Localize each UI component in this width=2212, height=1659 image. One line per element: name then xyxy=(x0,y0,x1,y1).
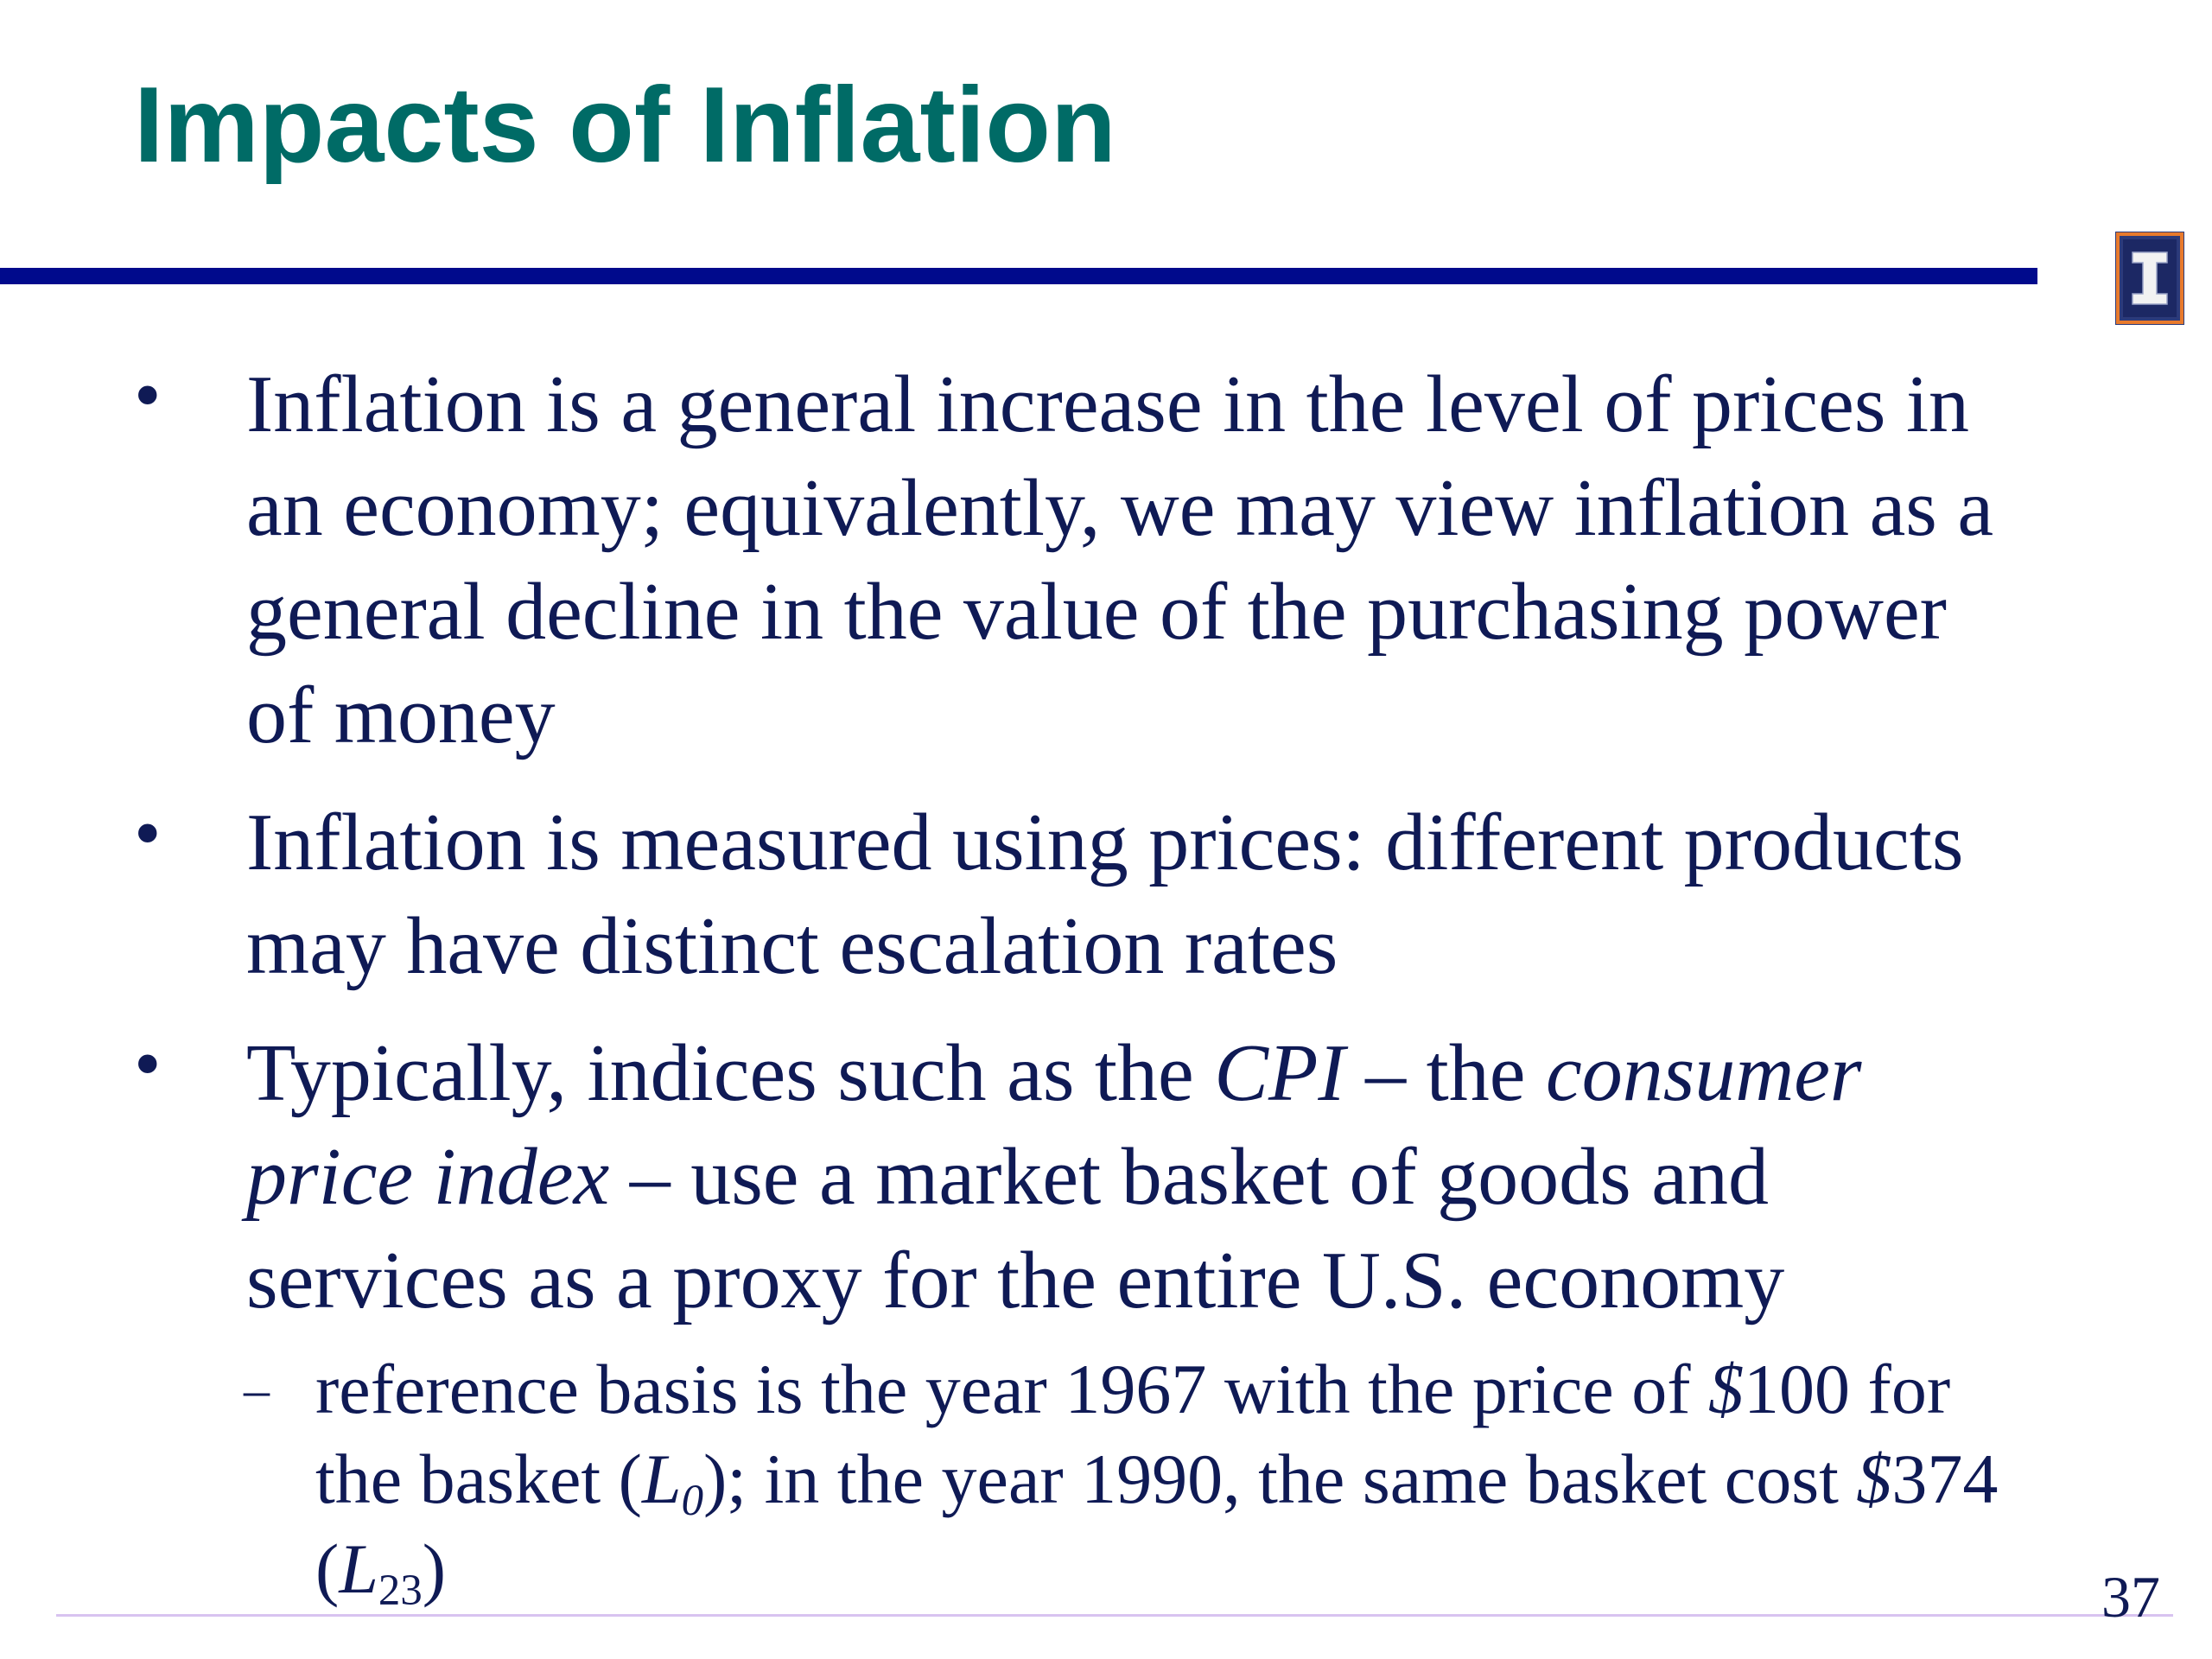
page-number: 37 xyxy=(2101,1564,2160,1630)
text-run: 374 xyxy=(1891,1440,1999,1518)
text-run: reference basis is the year 1967 with th… xyxy=(315,1350,1709,1428)
sub-bullet-marker: – xyxy=(244,1361,270,1418)
consumer-term: consumer xyxy=(1546,1028,1862,1118)
slide-title: Impacts of Inflation xyxy=(134,66,1116,185)
text-run: the basket ( xyxy=(315,1440,642,1518)
bullet-1-line-2: an economy; equivalently, we may view in… xyxy=(246,463,1994,553)
sub-bullet-line-2: the basket (L0); in the year 1990, the s… xyxy=(315,1434,1998,1524)
text-run: Typically, indices such as the xyxy=(246,1028,1215,1118)
text-run: 100 for xyxy=(1744,1350,1951,1428)
bullet-marker: • xyxy=(134,1021,162,1107)
subscript: 23 xyxy=(378,1566,423,1615)
bullet-marker: • xyxy=(134,791,162,876)
variable-L: L xyxy=(641,1440,682,1518)
bullet-2-line-1: Inflation is measured using prices: diff… xyxy=(246,798,1964,887)
dollar-sign: $ xyxy=(1856,1440,1892,1518)
bullet-3-line-1: Typically, indices such as the CPI – the… xyxy=(246,1021,1862,1125)
bullet-marker: • xyxy=(134,353,162,438)
variable-L: L xyxy=(339,1529,378,1608)
bullet-2-line-2: may have distinct escalation rates xyxy=(246,901,1338,991)
subscript: 0 xyxy=(681,1476,703,1525)
text-run: – the xyxy=(1344,1028,1547,1118)
text-run: ( xyxy=(315,1529,340,1608)
sub-bullet-line-3: (L23) xyxy=(315,1524,446,1614)
text-run: – use a market basket of goods and xyxy=(609,1132,1769,1222)
text-run: ) xyxy=(422,1529,447,1608)
bullet-1-line-4: of money xyxy=(246,671,556,760)
illinois-block-i-logo-icon xyxy=(2115,232,2184,325)
dollar-sign: $ xyxy=(1708,1350,1745,1428)
bullet-3-line-3: services as a proxy for the entire U.S. … xyxy=(246,1236,1785,1325)
title-rule xyxy=(0,268,2037,284)
footer-rule xyxy=(56,1614,2173,1617)
sub-bullet-line-1: reference basis is the year 1967 with th… xyxy=(315,1344,1950,1434)
cpi-term: CPI xyxy=(1214,1028,1345,1118)
text-run: ); in the year 1990, the same basket cos… xyxy=(703,1440,1857,1518)
bullet-3-line-2: price index – use a market basket of goo… xyxy=(246,1125,1769,1229)
price-index-term: price index xyxy=(246,1132,610,1222)
bullet-1-line-3: general decline in the value of the purc… xyxy=(246,567,1947,657)
bullet-1-line-1: Inflation is a general increase in the l… xyxy=(246,359,1970,449)
